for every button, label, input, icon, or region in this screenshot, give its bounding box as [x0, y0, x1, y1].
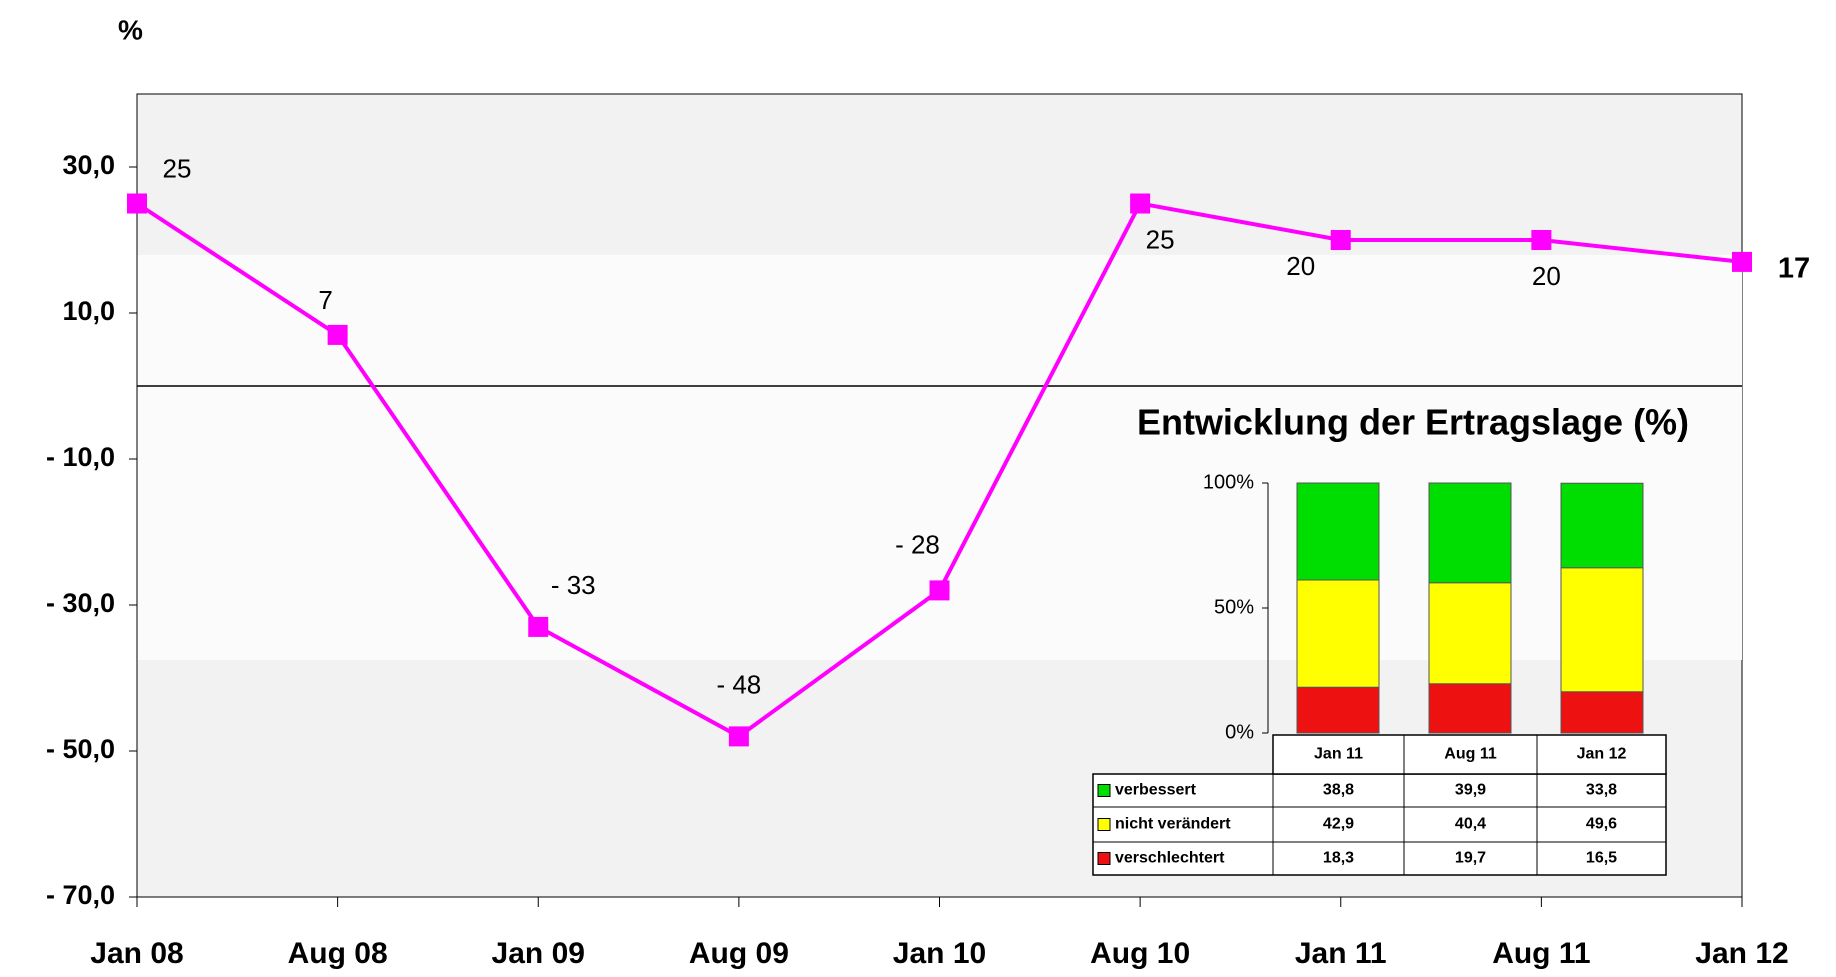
x-tick-label: Aug 11 — [1492, 937, 1590, 970]
y-tick-label: - 30,0 — [46, 588, 115, 618]
table-value: 40,4 — [1455, 816, 1486, 833]
data-label: - 28 — [895, 529, 940, 559]
point — [528, 616, 549, 637]
point — [929, 580, 950, 601]
bar-segment — [1296, 686, 1380, 734]
table-value: 19,7 — [1455, 850, 1486, 867]
y-tick-label: - 70,0 — [46, 880, 115, 910]
x-tick-label: Jan 11 — [1314, 746, 1363, 763]
x-tick-label: Jan 10 — [893, 937, 986, 970]
legend-label: verschlechtert — [1115, 850, 1225, 867]
legend-swatch — [1097, 784, 1111, 797]
inset-title: Entwicklung der Ertragslage (%) — [1137, 402, 1689, 443]
point — [327, 324, 348, 345]
bar-segment — [1560, 691, 1644, 734]
legend-label: nicht verändert — [1115, 816, 1231, 833]
x-tick-label: Aug 11 — [1444, 746, 1497, 763]
x-tick-label: Jan 08 — [90, 937, 183, 970]
bar-segment — [1428, 482, 1512, 584]
table-value: 49,6 — [1586, 816, 1617, 833]
data-label: 7 — [318, 285, 332, 315]
y-tick-label: 50% — [1214, 596, 1254, 618]
table-value: 18,3 — [1323, 850, 1354, 867]
x-tick-label: Aug 08 — [288, 937, 388, 970]
table-bg — [1092, 773, 1667, 876]
bar-segment — [1296, 482, 1380, 581]
point — [728, 726, 749, 747]
legend-swatch — [1097, 818, 1111, 831]
x-tick-label: Aug 10 — [1090, 937, 1190, 970]
x-tick-label: Aug 09 — [689, 937, 789, 970]
y-tick-label: - 50,0 — [46, 734, 115, 764]
x-tick-label: Jan 12 — [1695, 937, 1788, 970]
data-label: 20 — [1286, 251, 1315, 281]
data-label: - 48 — [716, 669, 761, 699]
bar-segment — [1296, 579, 1380, 688]
data-label: 20 — [1532, 261, 1561, 291]
legend-swatch — [1097, 852, 1111, 865]
y-tick-label: - 10,0 — [46, 442, 115, 472]
data-label: 17 — [1778, 253, 1810, 285]
bar-segment — [1560, 482, 1644, 569]
point — [1130, 193, 1151, 214]
point — [127, 193, 147, 214]
table-value: 39,9 — [1455, 782, 1486, 799]
point — [1732, 251, 1752, 272]
point — [1531, 230, 1552, 250]
data-label: 25 — [1146, 224, 1175, 254]
bar-segment — [1560, 567, 1644, 693]
bar-segment — [1428, 582, 1512, 685]
table-value: 42,9 — [1323, 816, 1354, 833]
y-tick-label: 0% — [1225, 721, 1254, 743]
bar-segment — [1428, 683, 1512, 734]
point — [1330, 230, 1351, 250]
y-axis-label: % — [118, 14, 143, 45]
y-tick-label: 10,0 — [62, 296, 115, 326]
y-tick-label: 100% — [1203, 471, 1254, 493]
legend-label: verbessert — [1115, 782, 1197, 799]
table-value: 33,8 — [1586, 782, 1617, 799]
y-tick-label: 30,0 — [62, 150, 115, 180]
x-tick-label: Jan 11 — [1295, 937, 1387, 970]
data-label: - 33 — [551, 570, 596, 600]
x-tick-label: Jan 12 — [1577, 746, 1627, 763]
data-label: 25 — [163, 153, 192, 183]
table-value: 38,8 — [1323, 782, 1354, 799]
table-value: 16,5 — [1586, 850, 1617, 867]
x-tick-label: Jan 09 — [492, 937, 585, 970]
